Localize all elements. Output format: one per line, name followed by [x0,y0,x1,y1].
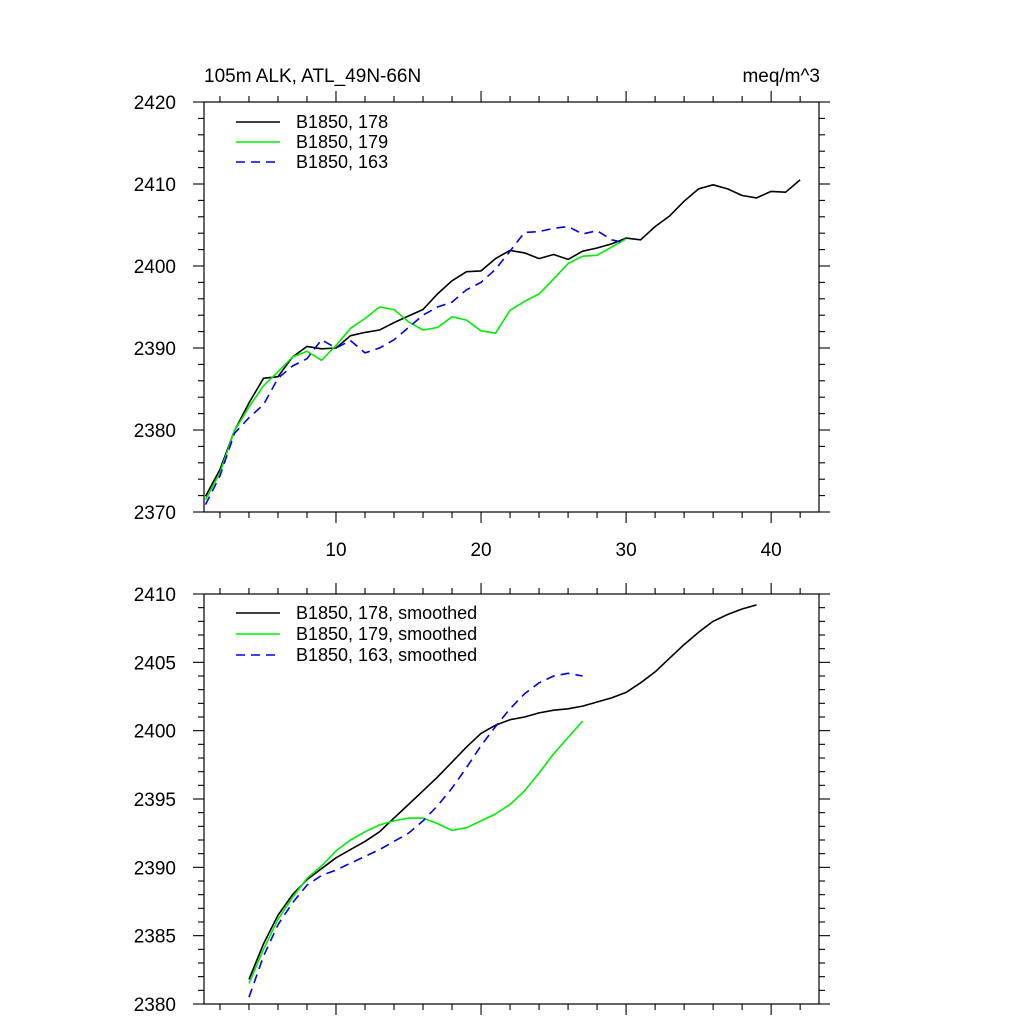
y-tick-label: 2395 [134,790,176,811]
legend-label-178: B1850, 178 [296,112,388,132]
series-line-b1850-179-smoothed [248,720,584,984]
top-panel-ticks [193,91,830,523]
legend-label-178-smoothed: B1850, 178, smoothed [296,603,477,623]
top-panel-legend: B1850, 178 B1850, 179 B1850, 163 [236,112,388,172]
x-tick-label: 10 [325,540,346,561]
series-line-b1850-179 [204,238,627,501]
legend-label-179-smoothed: B1850, 179, smoothed [296,624,477,644]
bottom-panel-series [248,604,757,998]
top-panel-x-tick-labels: 10 20 30 40 [325,540,781,561]
series-line-b1850-163-smoothed [248,672,583,998]
top-panel-series [204,179,801,505]
bottom-panel-frame [203,593,820,1005]
bottom-panel: 2380 2385 2390 2395 2400 2405 2410 B1850, 178,… [134,583,830,1016]
y-tick-label: 2390 [134,858,176,879]
y-tick-label: 2380 [134,421,176,442]
y-tick-label: 2400 [134,722,176,743]
legend-label-179: B1850, 179 [296,132,388,152]
y-tick-label: 2410 [134,175,176,196]
top-panel-y-tick-labels: 2370 2380 2390 2400 2410 2420 [134,93,176,524]
y-tick-label: 2385 [134,927,176,948]
y-tick-label: 2410 [134,585,176,606]
bottom-panel-y-tick-labels: 2380 2385 2390 2395 2400 2405 2410 [134,585,176,1016]
legend-label-163-smoothed: B1850, 163, smoothed [296,645,477,665]
bottom-panel-legend: B1850, 178, smoothed B1850, 179, smoothe… [236,603,477,665]
y-tick-label: 2390 [134,339,176,360]
x-tick-label: 40 [761,540,782,561]
y-tick-label: 2380 [134,995,176,1016]
y-tick-label: 2370 [134,503,176,524]
y-tick-label: 2405 [134,653,176,674]
bottom-panel-ticks [193,583,830,1015]
y-tick-label: 2400 [134,257,176,278]
series-line-b1850-178-smoothed [248,604,757,980]
y-tick-label: 2420 [134,93,176,114]
legend-label-163: B1850, 163 [296,152,388,172]
top-panel: 105m ALK, ATL_49N-66N meq/m^3 10 20 30 40 2… [134,66,830,561]
top-panel-units: meq/m^3 [742,66,820,87]
top-panel-frame [203,101,820,513]
series-line-b1850-163 [204,225,627,505]
series-line-b1850-178 [204,179,801,497]
top-panel-title: 105m ALK, ATL_49N-66N [204,66,421,87]
x-tick-label: 20 [470,540,491,561]
x-tick-label: 30 [616,540,637,561]
